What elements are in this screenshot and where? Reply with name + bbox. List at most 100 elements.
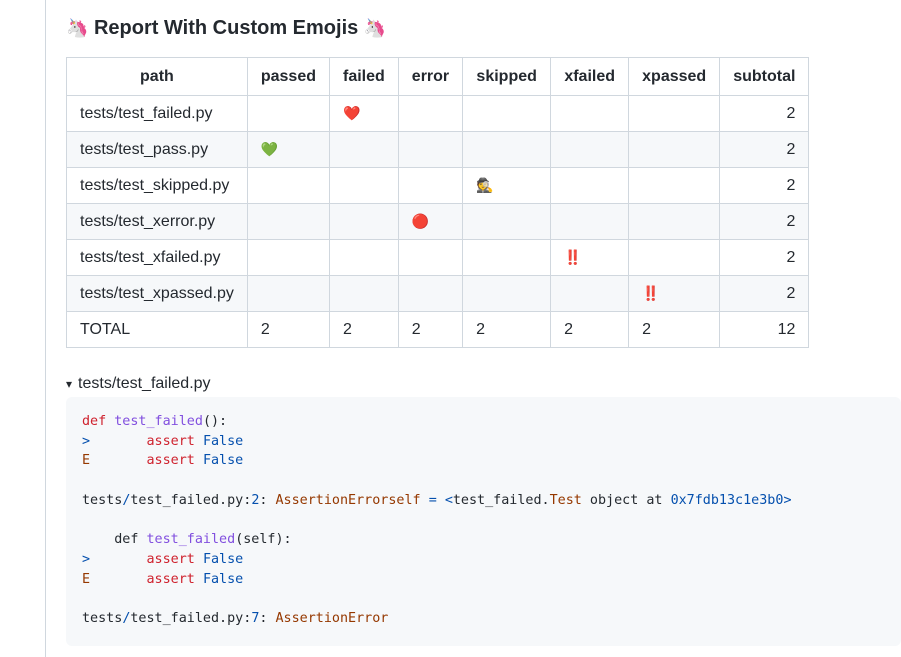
code-token: AssertionError <box>275 611 389 627</box>
table-row: tests/test_failed.py ❤️ 2 <box>66 95 810 132</box>
code-token: test_failed.py <box>130 492 244 508</box>
code-token: assert <box>146 571 195 587</box>
cell-path: tests/test_xpassed.py <box>66 275 248 312</box>
details-toggle[interactable]: ▾ tests/test_failed.py <box>66 374 211 394</box>
header-skipped: skipped <box>462 57 552 96</box>
cell-xpassed <box>628 167 721 204</box>
code-token: Test <box>549 492 582 508</box>
red-circle-icon: 🔴 <box>397 203 464 240</box>
header-error: error <box>397 57 464 96</box>
cell-passed <box>246 95 331 132</box>
red-heart-icon: ❤️ <box>329 95 399 132</box>
total-xpassed: 2 <box>628 311 721 348</box>
cell-subtotal: 2 <box>719 167 810 204</box>
code-token: False <box>202 571 244 587</box>
code-token: 2 <box>251 492 260 508</box>
header-passed: passed <box>246 57 331 96</box>
header-failed: failed <box>329 57 399 96</box>
total-xfailed: 2 <box>550 311 630 348</box>
table-row: tests/test_pass.py 💚 2 <box>66 131 810 168</box>
details-summary-label: tests/test_failed.py <box>78 375 211 392</box>
code-token: > <box>783 492 792 508</box>
total-row: TOTAL 2 2 2 2 2 2 12 <box>66 311 810 348</box>
code-token: test_failed <box>146 532 236 548</box>
failure-traceback: def test_failed(): > assert False E asse… <box>66 397 901 646</box>
cell-skipped <box>462 239 552 276</box>
total-failed: 2 <box>329 311 399 348</box>
table-header-row: path passed failed error skipped xfailed… <box>66 57 810 96</box>
disclosure-triangle-icon: ▾ <box>66 377 73 391</box>
code-token: < <box>444 492 453 508</box>
cell-subtotal: 2 <box>719 275 810 312</box>
code-token: > <box>82 433 91 449</box>
code-token: False <box>202 551 244 567</box>
code-token: (): <box>202 414 228 429</box>
code-token: def <box>114 532 139 548</box>
cell-path: tests/test_skipped.py <box>66 167 248 204</box>
code-token: : <box>259 611 268 627</box>
code-token: test_failed.py <box>130 611 244 627</box>
code-token: assert <box>146 433 195 449</box>
content-left-border <box>45 0 46 657</box>
code-token: self <box>388 492 421 508</box>
code-token: 7 <box>251 611 260 627</box>
cell-path: tests/test_pass.py <box>66 131 248 168</box>
unicorn-icon: 🦄 <box>66 18 89 39</box>
cell-failed <box>329 275 399 312</box>
total-error: 2 <box>397 311 464 348</box>
cell-xfailed <box>550 167 630 204</box>
cell-failed <box>329 239 399 276</box>
code-token: tests <box>82 492 123 508</box>
cell-subtotal: 2 <box>719 131 810 168</box>
code-token: test_failed. <box>452 492 550 508</box>
cell-skipped <box>462 203 552 240</box>
cell-xpassed <box>628 131 721 168</box>
green-heart-icon: 💚 <box>246 131 331 168</box>
code-token: AssertionError <box>275 492 389 508</box>
total-subtotal: 12 <box>719 311 810 348</box>
page-title-text: Report With Custom Emojis <box>93 17 359 39</box>
total-skipped: 2 <box>462 311 552 348</box>
code-token: tests <box>82 611 123 627</box>
cell-error <box>397 239 464 276</box>
code-token: False <box>202 453 244 469</box>
total-passed: 2 <box>246 311 331 348</box>
code-token: E <box>82 571 91 587</box>
code-token: : <box>243 611 252 627</box>
cell-xpassed <box>628 203 721 240</box>
detective-icon: 🕵️ <box>462 167 552 204</box>
unicorn-icon: 🦄 <box>363 18 387 39</box>
cell-xfailed <box>550 95 630 132</box>
code-token: > <box>82 551 91 567</box>
cell-subtotal: 2 <box>719 203 810 240</box>
cell-xpassed <box>628 239 721 276</box>
cell-passed <box>246 239 331 276</box>
page-title: 🦄 Report With Custom Emojis 🦄 <box>66 14 386 43</box>
cell-xfailed <box>550 131 630 168</box>
cell-error <box>397 167 464 204</box>
code-token: def <box>82 414 107 429</box>
cell-subtotal: 2 <box>719 95 810 132</box>
cell-failed <box>329 203 399 240</box>
cell-skipped <box>462 95 552 132</box>
cell-error <box>397 131 464 168</box>
code-token: assert <box>146 453 195 469</box>
cell-passed <box>246 203 331 240</box>
code-token: : <box>259 492 268 508</box>
cell-path: tests/test_failed.py <box>66 95 248 132</box>
code-token: : <box>243 492 252 508</box>
cell-xpassed <box>628 95 721 132</box>
code-token: / <box>122 611 131 627</box>
cell-skipped <box>462 131 552 168</box>
code-token: E <box>82 453 91 469</box>
code-token: object at <box>581 492 671 508</box>
cell-error <box>397 95 464 132</box>
cell-subtotal: 2 <box>719 239 810 276</box>
double-exclamation-icon: ‼️ <box>628 275 721 312</box>
cell-path: TOTAL <box>66 311 248 348</box>
code-token: test_failed <box>114 414 203 429</box>
cell-passed <box>246 167 331 204</box>
table-row: tests/test_xfailed.py ‼️ 2 <box>66 239 810 276</box>
header-subtotal: subtotal <box>719 57 810 96</box>
header-xpassed: xpassed <box>628 57 721 96</box>
